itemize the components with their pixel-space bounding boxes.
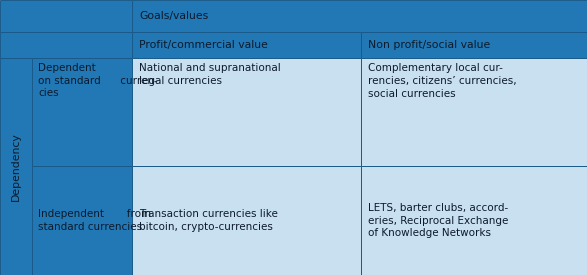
Text: Complementary local cur-
rencies, citizens’ currencies,
social currencies: Complementary local cur- rencies, citize…	[368, 63, 517, 99]
Bar	[361, 58, 587, 166]
Bar	[32, 166, 132, 275]
Bar	[0, 58, 32, 275]
Text: Transaction currencies like
bitcoin, crypto-currencies: Transaction currencies like bitcoin, cry…	[139, 209, 278, 232]
Text: Independent       from
standard currencies: Independent from standard currencies	[38, 209, 151, 232]
Text: Non profit/social value: Non profit/social value	[368, 40, 490, 50]
Bar	[0, 32, 132, 58]
Bar	[132, 32, 361, 58]
Bar	[0, 0, 132, 32]
Text: Profit/commercial value: Profit/commercial value	[139, 40, 268, 50]
Bar	[132, 0, 587, 32]
Text: Dependent
on standard      curren-
cies: Dependent on standard curren- cies	[38, 63, 158, 98]
Text: LETS, barter clubs, accord-
eries, Reciprocal Exchange
of Knowledge Networks: LETS, barter clubs, accord- eries, Recip…	[368, 203, 508, 238]
Bar	[361, 32, 587, 58]
Text: Dependency: Dependency	[11, 132, 21, 201]
Text: Goals/values: Goals/values	[139, 11, 208, 21]
Bar	[361, 166, 587, 275]
Bar	[32, 58, 132, 166]
Bar	[132, 58, 361, 166]
Bar	[132, 166, 361, 275]
Text: National and supranational
legal currencies: National and supranational legal currenc…	[139, 63, 281, 86]
